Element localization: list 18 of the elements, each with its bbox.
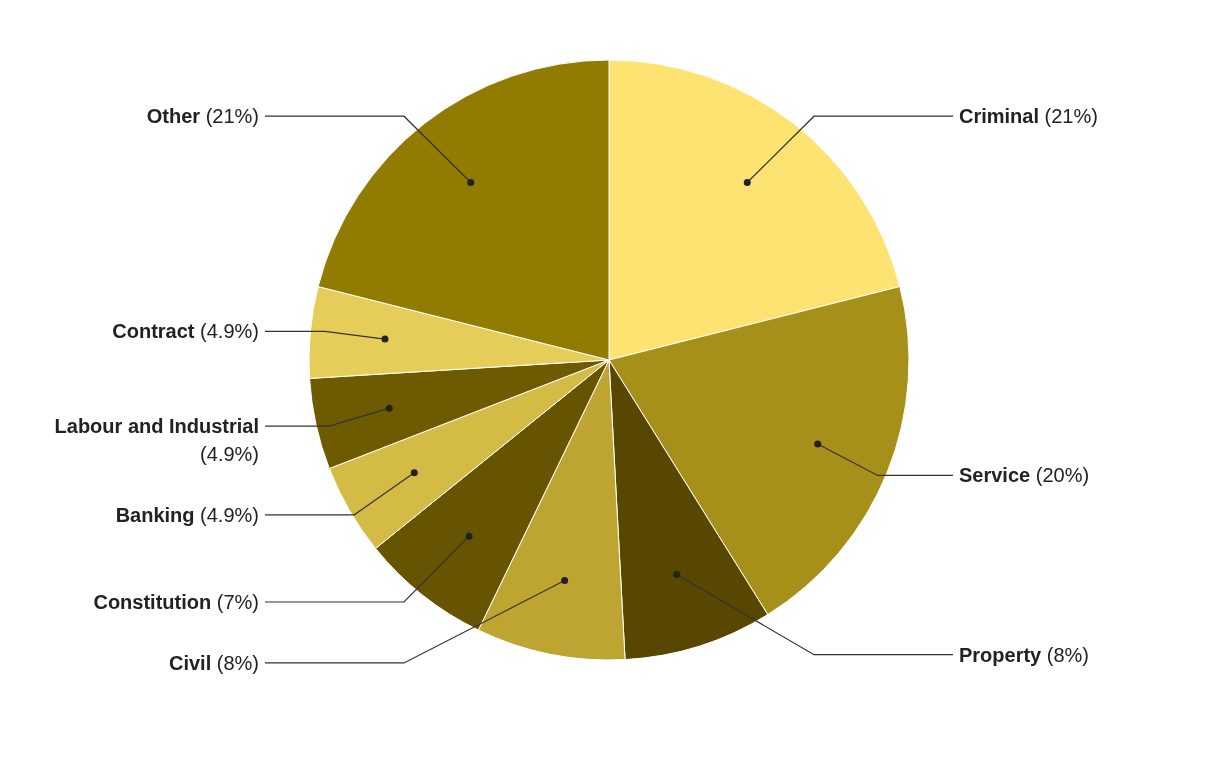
data-label: (20%) [1030, 464, 1090, 487]
data-label: (21%) [1039, 105, 1098, 128]
data-label: (4.9%) [194, 320, 259, 343]
slice-label: Service [959, 464, 1031, 487]
slice-label: Property [959, 643, 1043, 666]
data-label: (4.9%) [194, 503, 259, 526]
slice-label: Other [146, 105, 201, 128]
slice-label: Banking [115, 503, 195, 526]
data-label: (21%) [200, 105, 259, 128]
slice-label: Labour and Industrial [54, 415, 259, 438]
slice-label: Civil [168, 651, 212, 674]
data-label: (4.9%) [200, 443, 259, 466]
slice-label: Criminal [959, 105, 1040, 128]
data-label: (8%) [1041, 643, 1090, 666]
data-label: (8%) [211, 651, 259, 674]
slice-label: Contract [112, 320, 195, 343]
data-label: (7%) [211, 590, 259, 613]
slice-label: Constitution [93, 590, 212, 613]
